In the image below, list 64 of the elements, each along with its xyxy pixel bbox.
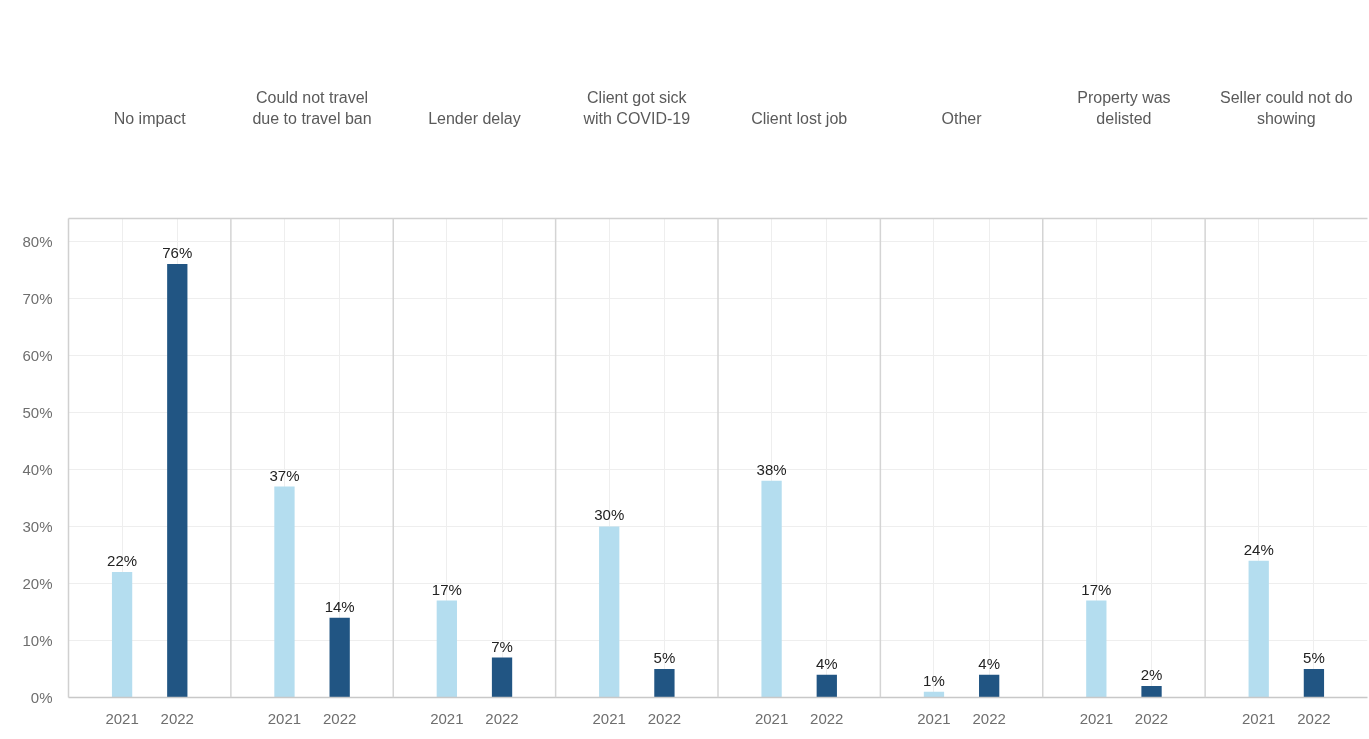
data-label: 7% [491, 637, 513, 655]
data-label: 4% [815, 654, 838, 672]
y-tick-label: 40% [22, 460, 53, 478]
x-tick-label: Property was delisted [1077, 89, 1171, 127]
y-tick-label: 70% [22, 289, 53, 307]
data-label: 17% [431, 580, 462, 598]
bar [436, 600, 457, 698]
text: 2022 [485, 709, 519, 727]
y-tick-label: 30% [22, 517, 53, 535]
data-label: 76% [162, 244, 193, 262]
bar [1303, 668, 1325, 698]
bar [167, 264, 188, 698]
text: 2021 [1079, 709, 1114, 727]
text: 2022 [810, 709, 844, 727]
bar [979, 674, 1000, 698]
data-label: 17% [1081, 580, 1112, 598]
bar [1086, 600, 1107, 698]
bar [599, 526, 620, 698]
data-label: 5% [1303, 648, 1325, 666]
series-label: 2022 [160, 709, 194, 727]
y-tick-label: 50% [22, 403, 53, 421]
text: 2021 [592, 709, 626, 727]
y-tick-label: 60% [22, 346, 53, 364]
data-label: 22% [107, 552, 138, 570]
bar [1248, 560, 1269, 698]
x-tick-label: Other [941, 109, 983, 127]
data-label: 38% [756, 460, 787, 478]
bar [329, 617, 350, 698]
bar [816, 674, 837, 698]
bar [111, 572, 133, 698]
text: 2022 [972, 709, 1006, 727]
text: 2022 [1134, 709, 1169, 727]
y-tick-label: 0% [30, 689, 53, 706]
x-tick-label: Client got sick with COVID-19 [582, 89, 691, 127]
data-label: 24% [1243, 540, 1274, 558]
data-label: 5% [653, 648, 676, 666]
bar [761, 480, 782, 698]
y-tick-label: 20% [22, 574, 53, 592]
y-tick-label: 10% [22, 631, 53, 649]
text: 2021 [430, 709, 464, 727]
data-label: 14% [324, 597, 355, 615]
data-label: 1% [923, 671, 945, 689]
data-label: 4% [978, 654, 1001, 672]
x-tick-label: Could not travel due to travel ban [252, 89, 372, 127]
data-label: 30% [594, 506, 625, 524]
x-tick-label: Lender delay [428, 109, 521, 127]
text: 2021 [917, 709, 951, 727]
bar [1141, 686, 1162, 698]
data-label: 2% [1140, 666, 1163, 684]
text: 2021 [754, 709, 789, 727]
bar [491, 657, 513, 698]
text: 2022 [1297, 709, 1331, 727]
x-tick-label: Seller could not do showing [1220, 89, 1353, 127]
bar [274, 486, 295, 698]
bar [654, 668, 675, 698]
text: 2021 [105, 709, 139, 727]
x-tick-label: Client lost job [751, 109, 848, 127]
series-label: 2021 [267, 709, 302, 727]
x-tick-label: No impact [113, 109, 187, 127]
text: 2022 [322, 709, 357, 727]
text: 2021 [1242, 709, 1276, 727]
text: 2022 [647, 709, 682, 727]
data-label: 37% [269, 466, 300, 484]
y-tick-label: 80% [22, 232, 53, 250]
